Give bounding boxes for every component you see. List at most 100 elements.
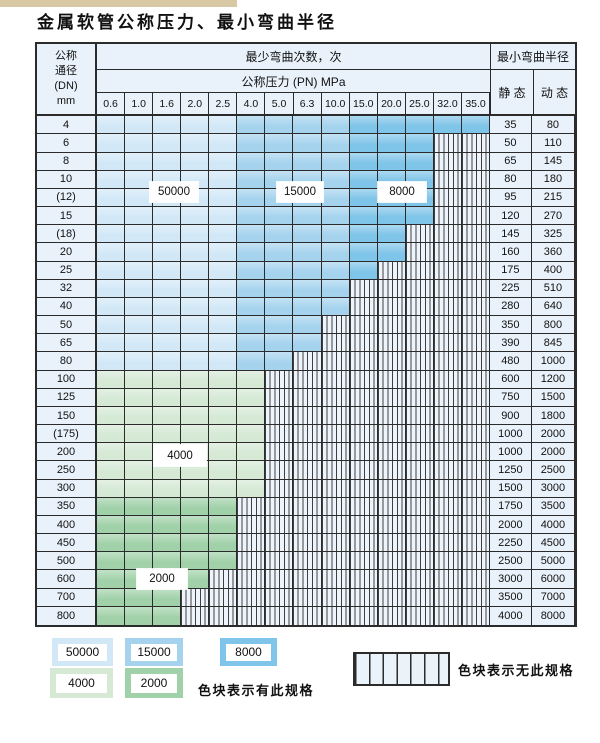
spec-cell	[237, 261, 266, 280]
table-row: 100 600 1200	[37, 370, 575, 389]
spec-cell	[321, 261, 350, 280]
spec-cell	[377, 225, 406, 244]
spec-cell	[237, 225, 266, 244]
no-spec-cell	[461, 279, 490, 298]
no-spec-cell	[405, 552, 434, 571]
spec-cell	[377, 152, 406, 171]
spec-cell	[153, 243, 182, 262]
spec-cell	[349, 116, 378, 135]
table-row: 400 2000 4000	[37, 515, 575, 535]
static-radius-cell: 35	[488, 116, 532, 135]
no-spec-cell	[377, 352, 406, 371]
spec-cell	[125, 515, 154, 535]
no-spec-cell	[349, 316, 378, 335]
static-radius-cell: 65	[488, 152, 532, 171]
spec-cell	[293, 297, 322, 317]
no-spec-cell	[265, 570, 294, 589]
dn-cell: 150	[37, 406, 97, 426]
no-spec-cell	[293, 515, 322, 535]
static-radius-cell: 2250	[488, 534, 532, 553]
no-spec-cell	[321, 606, 350, 625]
no-spec-cell	[405, 570, 434, 589]
spec-cell	[153, 406, 182, 426]
spec-cell	[293, 225, 322, 244]
pressure-column-header: 4.0	[237, 93, 266, 115]
no-spec-cell	[405, 406, 434, 426]
spec-cell	[377, 134, 406, 153]
no-spec-cell	[321, 497, 350, 516]
no-spec-cell	[461, 370, 490, 389]
spec-cell	[153, 207, 182, 226]
no-spec-cell	[405, 588, 434, 607]
spec-cell	[181, 334, 210, 353]
no-spec-cell	[405, 352, 434, 371]
spec-cell	[97, 515, 126, 535]
spec-cell	[237, 316, 266, 335]
no-spec-cell	[349, 388, 378, 407]
pressure-column-header: 2.5	[209, 93, 238, 115]
spec-cell	[97, 552, 126, 571]
dn-cell: 10	[37, 170, 97, 189]
no-spec-cell	[265, 497, 294, 516]
static-radius-cell: 2500	[488, 552, 532, 571]
dn-cell: (12)	[37, 188, 97, 208]
no-spec-cell	[377, 443, 406, 462]
spec-cell	[97, 461, 126, 480]
dn-cell: (175)	[37, 425, 97, 444]
no-spec-cell	[405, 479, 434, 498]
static-radius-cell: 350	[488, 316, 532, 335]
spec-cell	[237, 425, 266, 444]
static-radius-cell: 3000	[488, 570, 532, 589]
zone-label-4000: 4000	[154, 445, 206, 466]
no-spec-cell	[377, 479, 406, 498]
spec-cell	[181, 261, 210, 280]
dn-cell: 200	[37, 443, 97, 462]
spec-cell	[125, 243, 154, 262]
no-spec-cell	[461, 425, 490, 444]
no-spec-cell	[349, 606, 378, 625]
spec-cell	[321, 152, 350, 171]
dynamic-radius-cell: 110	[531, 134, 575, 153]
spec-cell	[97, 243, 126, 262]
no-spec-cell	[433, 316, 462, 335]
spec-cell	[97, 443, 126, 462]
spec-cell	[349, 261, 378, 280]
spec-cell	[97, 370, 126, 389]
no-spec-cell	[405, 279, 434, 298]
spec-cell	[237, 243, 266, 262]
no-spec-cell	[293, 552, 322, 571]
dynamic-radius-cell: 845	[531, 334, 575, 353]
dynamic-radius-cell: 6000	[531, 570, 575, 589]
static-radius-cell: 50	[488, 134, 532, 153]
dynamic-header: 动 态	[540, 85, 569, 100]
spec-cell	[293, 152, 322, 171]
no-spec-cell	[461, 552, 490, 571]
no-spec-cell	[265, 479, 294, 498]
no-spec-cell	[377, 461, 406, 480]
no-spec-cell	[433, 588, 462, 607]
pressure-values-row: 0.6 1.0 1.6 2.0 2.5 4.0 5.0 6.3 10.0 15.0 20.0 25.0…	[97, 93, 491, 115]
static-radius-cell: 225	[488, 279, 532, 298]
no-spec-cell	[461, 188, 490, 208]
pressure-column-header: 5.0	[265, 93, 294, 115]
no-spec-cell	[265, 515, 294, 535]
no-spec-cell	[405, 261, 434, 280]
spec-cell	[97, 479, 126, 498]
no-spec-cell	[321, 552, 350, 571]
spec-cell	[153, 588, 182, 607]
dynamic-radius-cell: 180	[531, 170, 575, 189]
no-spec-cell	[237, 515, 266, 535]
no-spec-cell	[377, 534, 406, 553]
no-spec-cell	[181, 606, 210, 625]
no-spec-cell	[349, 461, 378, 480]
no-spec-cell	[433, 297, 462, 317]
spec-cell	[209, 388, 238, 407]
spec-cell	[237, 170, 266, 189]
spec-cell	[349, 134, 378, 153]
no-spec-cell	[377, 388, 406, 407]
dn-cell: 20	[37, 243, 97, 262]
spec-cell	[181, 370, 210, 389]
no-spec-cell	[461, 352, 490, 371]
spec-cell	[125, 207, 154, 226]
